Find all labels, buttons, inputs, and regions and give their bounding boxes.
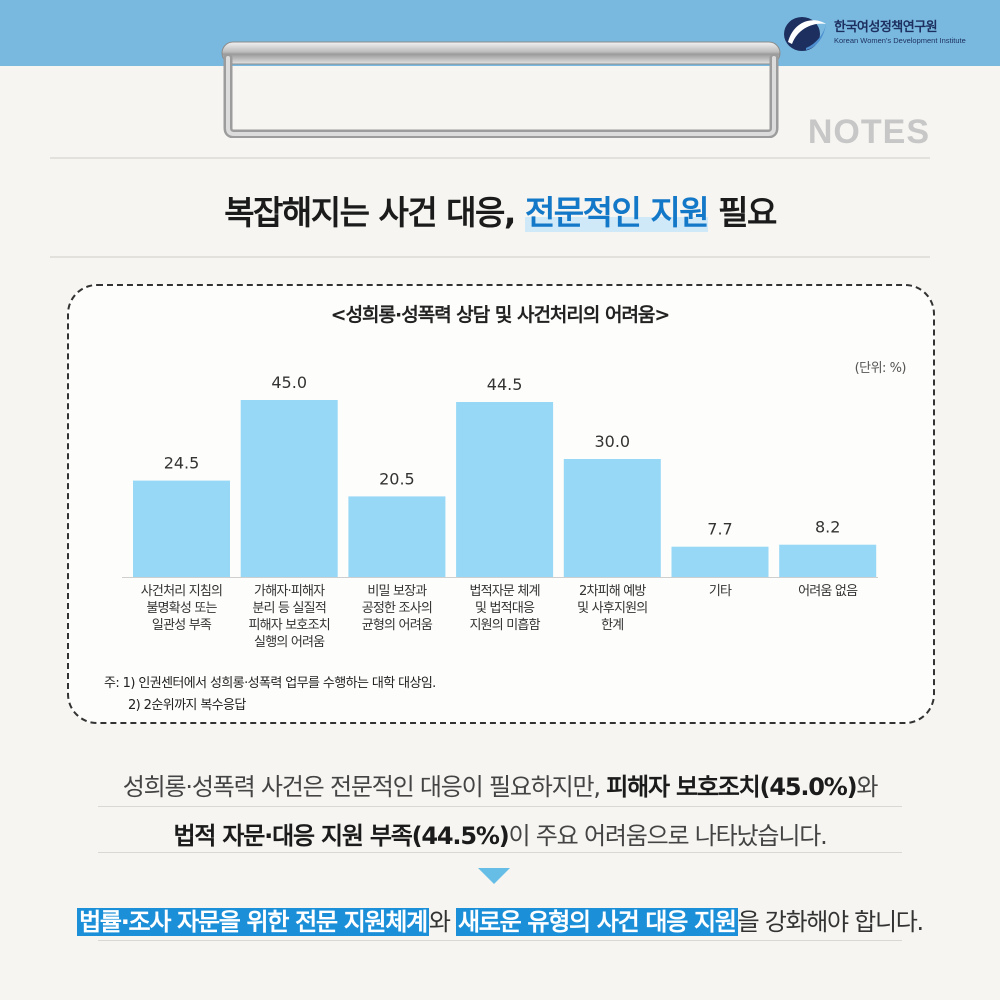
data-label-2: 45.0 xyxy=(271,373,307,392)
category-label-line: 일관성 부족 xyxy=(151,618,212,633)
category-label-line: 균형의 어려움 xyxy=(361,618,433,633)
data-label-1: 24.5 xyxy=(164,454,200,473)
divider xyxy=(98,940,902,941)
category-label-line: 2차피해 예방 xyxy=(578,584,646,599)
category-label-line: 및 법적대응 xyxy=(475,601,535,616)
down-arrow-icon xyxy=(478,868,510,884)
category-label-line: 불명확성 또는 xyxy=(146,601,217,616)
category-label-line: 법적자문 체계 xyxy=(469,584,540,599)
conclusion-text: 을 강화해야 합니다. xyxy=(737,908,925,936)
clipboard-clip xyxy=(221,41,781,138)
kwdi-logo: 한국여성정책연구원 Korean Women's Development Ins… xyxy=(780,14,990,54)
kwdi-logo-icon xyxy=(784,17,826,51)
summary-bold: 피해자 보호조치(45.0%) xyxy=(606,773,857,801)
bar-4 xyxy=(456,402,554,577)
category-label-line: 가해자·피해자 xyxy=(254,584,325,599)
category-label-line: 지원의 미흡함 xyxy=(469,618,540,633)
conclusion: 법률·조사 자문을 위한 전문 지원체계와 새로운 유형의 사건 대응 지원을 … xyxy=(0,902,1000,937)
category-label-line: 어려움 없음 xyxy=(798,584,858,599)
category-label-line: 사건처리 지침의 xyxy=(140,584,223,599)
category-label-line: 및 사후지원의 xyxy=(577,601,648,616)
summary-text: 성희롱·성폭력 사건은 전문적인 대응이 필요하지만, xyxy=(122,773,607,801)
data-label-6: 7.7 xyxy=(707,520,732,539)
data-label-5: 30.0 xyxy=(594,432,630,451)
logo-korean-name: 한국여성정책연구원 xyxy=(834,20,938,35)
summary-line-1: 성희롱·성폭력 사건은 전문적인 대응이 필요하지만, 피해자 보호조치(45.… xyxy=(0,767,1000,802)
bar-3 xyxy=(348,496,446,577)
category-label-line: 피해자 보호조치 xyxy=(248,618,330,633)
category-label-6: 기타 xyxy=(665,583,775,600)
chart-title: <성희롱·성폭력 상담 및 사건처리의 어려움> xyxy=(330,304,671,326)
category-label-7: 어려움 없음 xyxy=(773,583,883,600)
headline-highlight: 전문적인 지원 xyxy=(524,193,710,232)
category-label-line: 실행의 어려움 xyxy=(254,635,325,650)
bar-6 xyxy=(671,546,769,577)
data-label-7: 8.2 xyxy=(815,518,840,537)
conclusion-highlight: 법률·조사 자문을 위한 전문 지원체계 xyxy=(77,908,429,936)
divider xyxy=(50,157,930,159)
category-label-line: 분리 등 실질적 xyxy=(252,601,326,616)
bar-1 xyxy=(133,480,230,577)
bar-5 xyxy=(563,459,661,577)
data-label-3: 20.5 xyxy=(379,469,415,488)
category-label-line: 한계 xyxy=(601,618,624,633)
summary-text: 와 xyxy=(856,773,878,801)
conclusion-text: 와 xyxy=(428,908,457,936)
headline-suffix: 필요 xyxy=(708,193,777,232)
chart-note-2: 2) 2순위까지 복수응답 xyxy=(128,698,246,713)
chart-unit: (단위: %) xyxy=(854,361,907,376)
logo-english-name: Korean Women's Development Institute xyxy=(834,36,966,45)
bar-2 xyxy=(240,400,338,577)
divider xyxy=(50,256,930,258)
summary-bold: 법적 자문·대응 지원 부족(44.5%) xyxy=(173,822,509,850)
headline-text: 복잡해지는 사건 대응, xyxy=(224,193,525,232)
category-label-line: 비밀 보장과 xyxy=(367,584,427,599)
divider xyxy=(98,806,902,807)
category-label-line: 기타 xyxy=(708,584,732,599)
notes-label: NOTES xyxy=(807,113,930,151)
summary-text: 이 주요 어려움으로 나타났습니다. xyxy=(508,822,827,850)
conclusion-highlight: 새로운 유형의 사건 대응 지원 xyxy=(456,908,738,936)
headline: 복잡해지는 사건 대응, 전문적인 지원 필요 xyxy=(0,186,1000,234)
data-label-4: 44.5 xyxy=(487,375,523,394)
chart-note-1: 주: 1) 인권센터에서 성희롱·성폭력 업무를 수행하는 대학 대상임. xyxy=(104,676,436,691)
category-label-line: 공정한 조사의 xyxy=(361,601,433,616)
bar-7 xyxy=(779,544,877,577)
divider xyxy=(98,852,902,853)
summary-line-2: 법적 자문·대응 지원 부족(44.5%)이 주요 어려움으로 나타났습니다. xyxy=(0,816,1000,851)
